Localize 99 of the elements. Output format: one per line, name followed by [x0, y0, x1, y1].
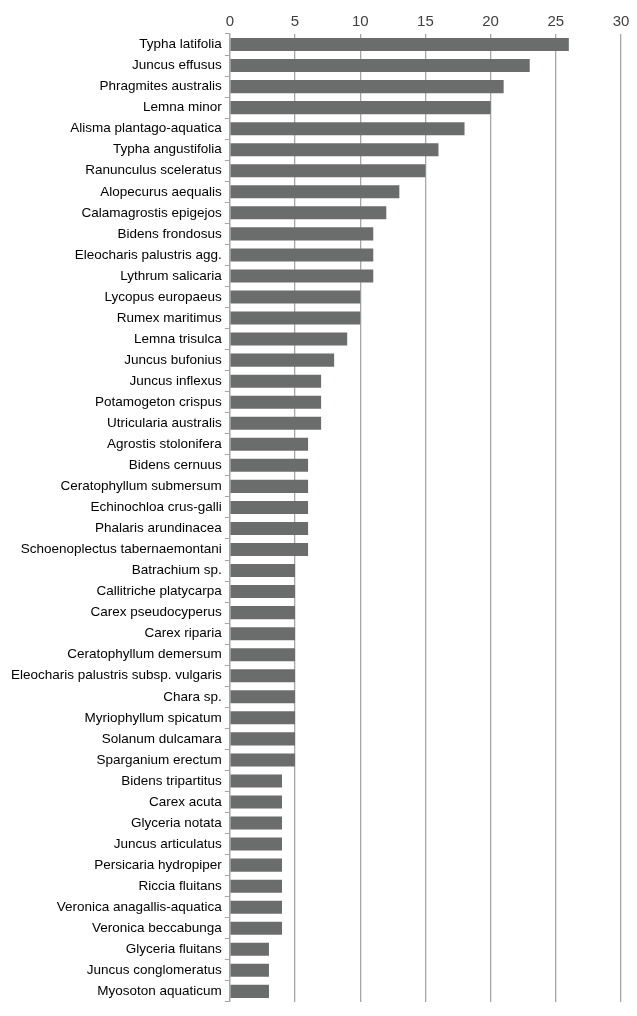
y-tick-label: Carex pseudocyperus	[90, 604, 223, 620]
y-tick-label: Carex riparia	[144, 625, 223, 641]
y-tick-label: Schoenoplectus tabernaemontani	[20, 541, 222, 557]
y-tick-label: Alopecurus aequalis	[100, 183, 223, 199]
y-tick-label: Typha latifolia	[139, 36, 223, 52]
bar	[230, 374, 322, 388]
y-tick-label: Agrostis stolonifera	[107, 436, 223, 452]
bar	[230, 564, 296, 578]
y-tick-label: Lythrum salicaria	[120, 267, 223, 283]
bar	[230, 185, 400, 199]
bar	[230, 900, 282, 914]
y-tick-label: Ceratophyllum submersum	[60, 478, 222, 494]
y-tick-label: Juncus effusus	[132, 57, 223, 73]
y-tick-label: Lemna trisulca	[134, 330, 223, 346]
y-tick-label: Lycopus europaeus	[104, 288, 223, 304]
bar	[230, 248, 374, 262]
y-tick-label: Ranunculus sceleratus	[85, 162, 223, 178]
bar	[230, 648, 296, 662]
bar	[230, 542, 309, 557]
bar	[230, 690, 296, 704]
bar	[230, 437, 309, 451]
x-tick-label: 5	[290, 12, 300, 30]
bar	[230, 942, 269, 956]
bar	[230, 80, 504, 94]
bar	[230, 732, 296, 746]
y-tick-label: Lemna minor	[143, 99, 223, 115]
bar	[230, 332, 348, 346]
bar	[230, 311, 361, 325]
bar	[230, 395, 322, 409]
y-tick-label: Phalaris arundinacea	[95, 520, 223, 536]
y-tick-label: Rumex maritimus	[116, 309, 223, 325]
bar	[230, 606, 296, 620]
bar	[230, 816, 282, 830]
y-tick-label: Veronica beccabunga	[91, 919, 223, 935]
bar	[230, 479, 309, 493]
y-tick-label: Juncus articulatus	[113, 835, 223, 851]
bar	[230, 500, 309, 514]
bar	[230, 879, 282, 893]
y-tick-label: Phragmites australis	[99, 78, 223, 94]
bar	[230, 858, 282, 872]
y-tick-label: Glyceria notata	[131, 814, 223, 830]
y-tick-label: Alisma plantago-aquatica	[70, 120, 223, 136]
bar	[230, 227, 374, 241]
x-tick-label: 10	[351, 12, 369, 30]
bar	[230, 353, 335, 367]
y-tick-label: Carex acuta	[149, 793, 223, 809]
bar	[230, 143, 439, 157]
bar	[230, 669, 296, 683]
bar	[230, 59, 530, 73]
bar	[230, 269, 374, 283]
x-tick-label: 0	[225, 12, 235, 30]
y-tick-label: Calamagrostis epigejos	[81, 204, 223, 220]
bar	[230, 458, 309, 472]
y-tick-label: Eleocharis palustris agg.	[74, 246, 222, 262]
y-tick-label: Sparganium erectum	[96, 751, 222, 767]
y-tick-label: Utricularia australis	[107, 414, 223, 430]
y-tick-label: Typha angustifolia	[113, 141, 223, 157]
bar	[230, 711, 296, 725]
y-tick-label: Bidens frondosus	[117, 225, 223, 241]
bar	[230, 921, 282, 935]
bar	[230, 290, 361, 304]
y-tick-label: Glyceria fluitans	[125, 941, 223, 957]
bar	[230, 164, 426, 178]
y-tick-label: Riccia fluitans	[138, 877, 223, 893]
y-tick-label: Potamogeton crispus	[95, 393, 223, 409]
bar	[230, 206, 387, 220]
bar	[230, 795, 282, 809]
bar	[230, 774, 282, 788]
y-tick-label: Eleocharis palustris subsp. vulgaris	[10, 667, 223, 683]
bar	[230, 101, 491, 115]
y-tick-label: Callitriche platycarpa	[96, 583, 223, 599]
y-tick-label: Myriophyllum spicatum	[84, 709, 222, 725]
y-tick-label: Batrachium sp.	[131, 562, 222, 578]
bar	[230, 122, 465, 136]
y-tick-label: Juncus inflexus	[129, 372, 223, 388]
bar	[230, 38, 569, 52]
y-tick-label: Myosoton aquaticum	[97, 983, 222, 999]
y-tick-label: Bidens tripartitus	[121, 772, 223, 788]
y-tick-label: Juncus bufonius	[124, 351, 223, 367]
x-tick-label: 25	[547, 12, 565, 30]
bar	[230, 837, 282, 851]
bar	[230, 416, 322, 430]
y-tick-label: Solanum dulcamara	[101, 730, 223, 746]
bar	[230, 984, 269, 998]
bar	[230, 585, 296, 599]
x-tick-label: 15	[417, 12, 434, 30]
bar	[230, 963, 269, 977]
bar	[230, 627, 296, 641]
y-tick-label: Echinochloa crus-galli	[90, 499, 222, 515]
y-tick-label: Ceratophyllum demersum	[67, 646, 222, 662]
y-tick-label: Bidens cernuus	[128, 457, 223, 473]
x-tick-label: 20	[482, 12, 499, 30]
y-tick-label: Veronica anagallis-aquatica	[56, 898, 223, 914]
bar	[230, 753, 296, 767]
bar	[230, 521, 309, 535]
y-tick-label: Persicaria hydropiper	[94, 856, 223, 872]
y-tick-label: Chara sp.	[163, 688, 222, 704]
x-tick-label: 30	[612, 12, 630, 30]
y-tick-label: Juncus conglomeratus	[86, 962, 223, 978]
